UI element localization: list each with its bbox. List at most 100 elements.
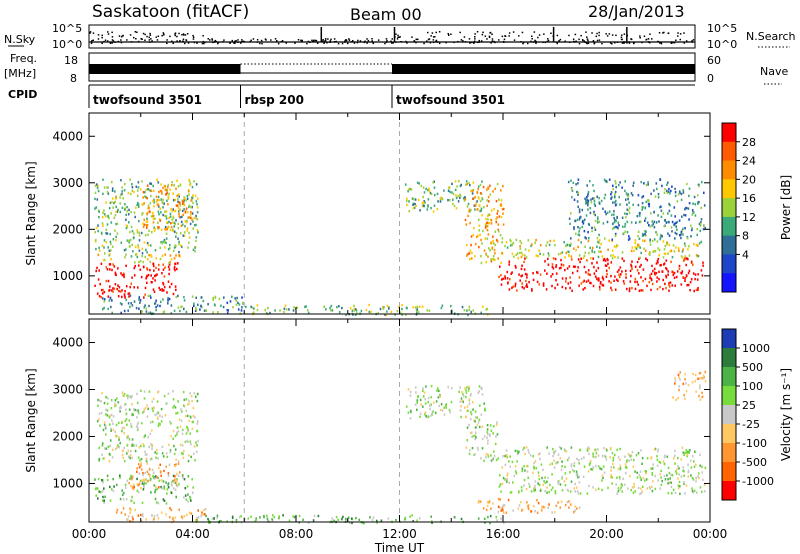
range-gate-cell <box>600 281 602 284</box>
range-gate-cell <box>131 403 133 406</box>
range-gate-cell <box>170 207 172 211</box>
range-gate-cell <box>584 236 586 239</box>
range-gate-cell <box>117 284 119 287</box>
range-gate-cell <box>267 307 269 310</box>
range-gate-cell <box>642 195 645 198</box>
range-gate-cell <box>139 459 141 462</box>
range-gate-cell <box>119 290 122 293</box>
range-gate-cell <box>688 451 690 454</box>
range-gate-cell <box>478 245 480 249</box>
range-gate-cell <box>174 269 176 272</box>
range-gate-cell <box>634 239 637 242</box>
range-gate-cell <box>173 267 176 270</box>
range-gate-cell <box>218 297 221 301</box>
nsky-point <box>182 33 185 35</box>
range-gate-cell <box>184 487 187 490</box>
range-gate-cell <box>136 229 139 232</box>
nave-tick-bottom: 0 <box>707 72 714 85</box>
range-gate-cell <box>106 414 109 417</box>
range-gate-cell <box>119 474 121 477</box>
range-gate-cell <box>597 218 599 221</box>
nsky-point <box>366 42 368 44</box>
range-gate-cell <box>697 288 699 292</box>
nsky-point <box>92 39 94 41</box>
range-gate-cell <box>655 272 658 275</box>
range-gate-cell <box>144 195 146 198</box>
range-gate-cell <box>474 416 477 419</box>
nsky-point <box>176 35 178 38</box>
range-gate-cell <box>292 515 294 518</box>
range-gate-cell <box>145 457 148 460</box>
range-gate-cell <box>412 206 415 210</box>
range-gate-cell <box>531 243 533 246</box>
range-gate-cell <box>591 249 593 252</box>
nsky-point <box>181 34 183 36</box>
nsky-point <box>558 40 560 42</box>
range-gate-cell <box>370 310 372 314</box>
range-gate-cell <box>500 274 502 277</box>
range-gate-cell <box>593 226 596 229</box>
range-gate-cell <box>175 463 177 466</box>
range-gate-cell <box>541 508 543 511</box>
range-gate-cell <box>519 279 521 282</box>
range-gate-cell <box>156 452 158 455</box>
range-gate-cell <box>204 508 207 511</box>
range-gate-cell <box>123 392 126 396</box>
range-gate-cell <box>587 239 590 243</box>
range-gate-cell <box>589 281 591 285</box>
range-gate-cell <box>440 306 443 310</box>
range-gate-cell <box>166 291 168 294</box>
range-gate-cell <box>569 244 571 247</box>
range-gate-cell <box>604 455 607 459</box>
range-gate-cell <box>132 413 134 416</box>
range-gate-cell <box>684 214 687 217</box>
range-gate-cell <box>143 444 145 448</box>
colorbar-swatch <box>722 329 736 349</box>
range-gate-cell <box>571 187 573 191</box>
range-gate-cell <box>551 473 553 476</box>
range-gate-cell <box>103 209 105 212</box>
range-gate-cell <box>497 505 500 508</box>
range-gate-cell <box>437 387 439 390</box>
range-gate-cell <box>611 227 614 231</box>
range-gate-cell <box>597 487 600 490</box>
range-gate-cell <box>388 307 390 310</box>
range-gate-cell <box>424 413 426 416</box>
range-gate-cell <box>529 454 532 457</box>
range-gate-cell <box>614 180 617 183</box>
range-gate-cell <box>576 490 579 493</box>
nsky-point <box>126 39 128 41</box>
range-gate-cell <box>190 205 192 209</box>
range-gate-cell <box>639 220 642 223</box>
range-gate-cell <box>146 212 148 215</box>
range-gate-cell <box>666 241 669 245</box>
range-gate-cell <box>194 416 196 419</box>
range-gate-cell <box>641 202 644 205</box>
range-gate-cell <box>646 259 649 262</box>
range-gate-cell <box>589 462 591 465</box>
range-gate-cell <box>673 276 676 279</box>
range-gate-cell <box>651 239 654 243</box>
range-gate-cell <box>154 413 157 417</box>
range-gate-cell <box>116 397 118 400</box>
range-gate-cell <box>551 273 554 276</box>
range-gate-cell <box>354 313 357 316</box>
range-gate-cell <box>668 234 671 237</box>
range-gate-cell <box>521 467 524 470</box>
nsky-point <box>192 34 194 37</box>
range-gate-cell <box>130 449 132 453</box>
range-gate-cell <box>377 311 379 315</box>
range-gate-cell <box>122 498 125 501</box>
range-gate-cell <box>557 482 560 485</box>
cpid-segment-label: twofsound 3501 <box>93 93 202 107</box>
range-gate-cell <box>98 246 100 250</box>
range-gate-cell <box>657 257 660 261</box>
range-gate-cell <box>109 423 111 426</box>
nsky-point <box>660 42 663 45</box>
range-gate-cell <box>478 425 481 429</box>
range-gate-cell <box>196 206 199 209</box>
range-gate-cell <box>175 295 178 299</box>
range-gate-cell <box>175 288 177 292</box>
range-gate-cell <box>147 233 149 236</box>
range-gate-cell <box>489 249 491 252</box>
